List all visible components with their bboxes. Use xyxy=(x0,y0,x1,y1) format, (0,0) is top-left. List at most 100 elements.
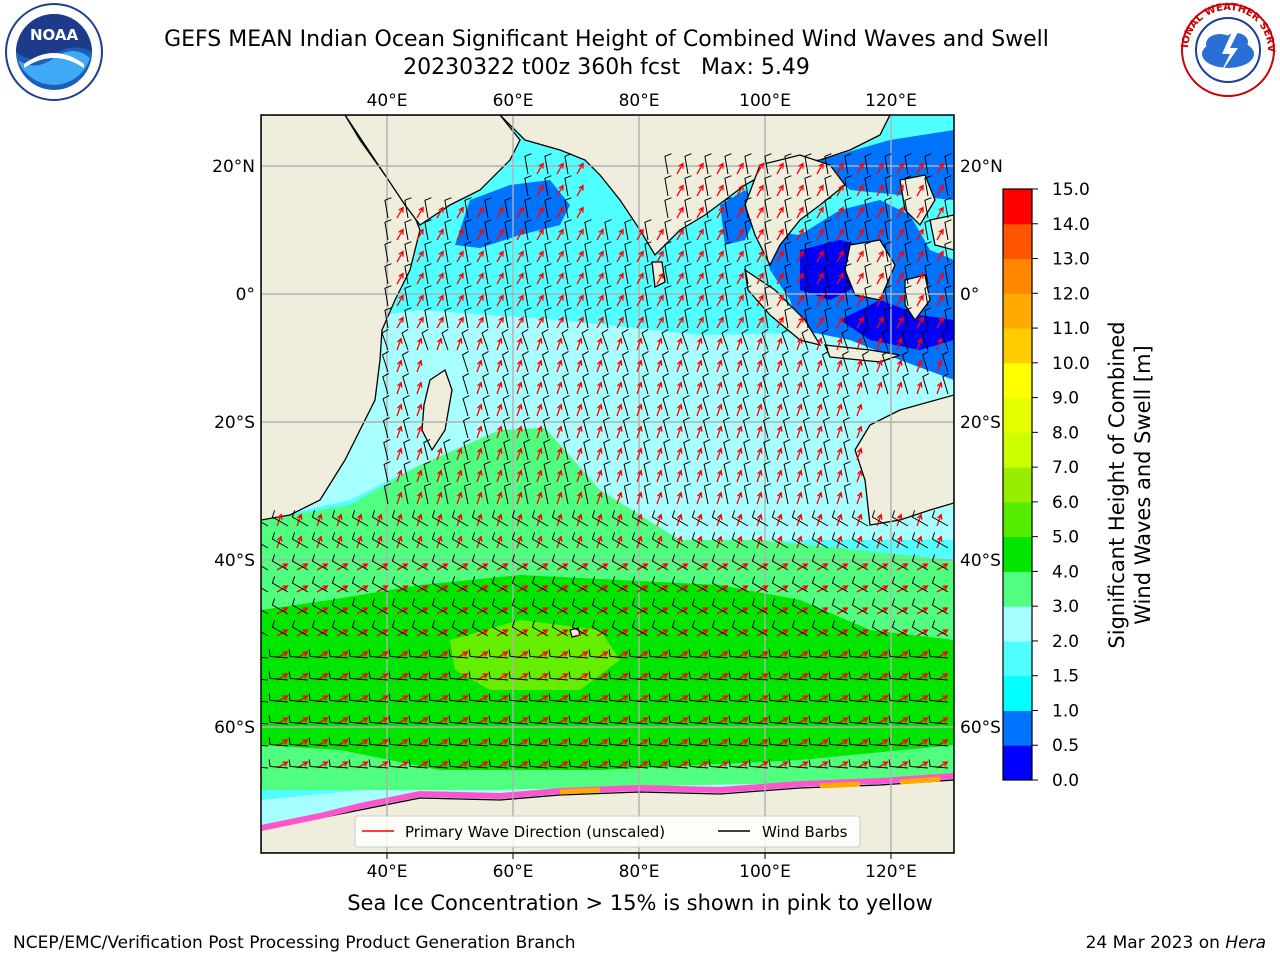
wind-barb xyxy=(391,510,409,527)
wave-direction-arrow xyxy=(836,162,844,175)
wind-barb xyxy=(724,307,732,329)
wave-direction-arrow xyxy=(416,250,424,263)
wind-barb xyxy=(763,461,771,483)
wave-direction-arrow xyxy=(896,250,904,263)
lon-label: 100°E xyxy=(739,862,791,882)
wind-barb xyxy=(724,175,732,197)
wind-barb xyxy=(644,263,652,285)
wind-barb xyxy=(371,554,389,571)
wave-direction-arrow xyxy=(856,250,864,263)
wind-barb xyxy=(391,576,409,593)
wave-direction-arrow xyxy=(516,403,523,417)
wind-barb xyxy=(508,649,529,659)
wind-barb xyxy=(443,483,452,505)
wind-barb xyxy=(428,649,449,659)
wave-direction-arrow xyxy=(936,359,943,373)
wind-barb xyxy=(268,671,289,681)
wind-barb xyxy=(268,759,289,769)
wave-direction-arrow xyxy=(476,491,483,505)
wind-barb xyxy=(724,197,732,219)
wind-barb xyxy=(481,328,489,351)
wind-barb xyxy=(423,439,431,461)
wave-direction-arrow xyxy=(957,630,967,636)
wind-barb xyxy=(271,532,289,549)
wave-direction-arrow xyxy=(476,359,483,373)
wind-barb xyxy=(391,532,409,549)
wind-barb xyxy=(764,153,772,175)
wind-barb xyxy=(731,532,749,549)
wave-direction-arrow xyxy=(416,469,423,483)
wind-barb xyxy=(463,461,471,483)
wave-direction-arrow xyxy=(536,469,543,483)
wind-barb xyxy=(571,510,589,527)
wind-barb xyxy=(701,328,709,351)
wind-barb xyxy=(544,153,552,175)
wave-direction-arrow xyxy=(836,381,843,395)
wind-barb xyxy=(444,219,452,241)
wave-direction-arrow xyxy=(536,206,544,219)
wave-direction-arrow xyxy=(816,359,823,373)
wave-direction-arrow xyxy=(816,294,824,307)
wind-barb xyxy=(328,693,349,703)
wind-barb xyxy=(444,241,452,263)
wind-barb xyxy=(704,219,712,241)
wind-barb xyxy=(581,350,589,373)
colorbar-tick-label: 11.0 xyxy=(1052,319,1090,339)
wind-barb xyxy=(742,394,750,417)
wind-barb xyxy=(711,554,729,571)
wind-barb xyxy=(781,350,789,373)
wind-barb xyxy=(491,576,509,593)
wave-direction-arrow xyxy=(957,674,967,680)
wave-direction-arrow xyxy=(876,206,884,219)
wind-barb xyxy=(942,372,950,395)
wind-barb xyxy=(288,715,309,725)
wave-direction-arrow xyxy=(896,381,903,395)
wind-barb xyxy=(891,576,909,593)
lon-label: 60°E xyxy=(493,862,534,882)
wind-barb xyxy=(731,510,749,527)
wind-barb xyxy=(551,576,569,593)
wind-barb xyxy=(261,766,269,769)
wave-direction-arrow xyxy=(856,316,864,329)
wave-direction-arrow xyxy=(436,337,443,351)
wave-direction-arrow xyxy=(496,294,504,307)
wave-direction-arrow xyxy=(856,425,863,439)
wind-barb xyxy=(381,328,389,351)
wave-direction-arrow xyxy=(576,403,583,417)
wind-barb xyxy=(311,620,329,637)
wave-direction-arrow xyxy=(436,206,444,219)
wind-barb xyxy=(504,307,512,329)
wind-barb xyxy=(583,483,592,505)
wave-direction-arrow xyxy=(856,206,864,219)
wind-barb xyxy=(808,715,829,725)
wave-direction-arrow xyxy=(796,337,803,351)
wind-barb xyxy=(444,197,452,219)
wind-barb xyxy=(528,693,549,703)
lon-label: 120°E xyxy=(865,91,917,111)
wind-barb xyxy=(464,307,472,329)
wave-direction-arrow xyxy=(856,184,864,197)
wave-direction-arrow xyxy=(957,696,967,702)
wind-barb xyxy=(261,543,269,549)
wind-barb xyxy=(801,328,809,351)
wave-direction-arrow xyxy=(756,250,764,263)
wave-direction-arrow xyxy=(916,316,924,329)
wave-direction-arrow xyxy=(756,403,763,417)
wave-direction-arrow xyxy=(676,381,683,395)
wave-direction-arrow xyxy=(756,162,764,175)
wind-barb xyxy=(704,285,712,307)
wave-direction-arrow xyxy=(776,250,784,263)
wind-barb xyxy=(463,483,472,505)
wind-barb xyxy=(631,554,649,571)
wind-barb xyxy=(751,532,769,549)
wind-barb xyxy=(524,263,532,285)
wind-barb xyxy=(928,649,949,659)
wind-barb xyxy=(802,417,810,439)
wave-direction-arrow xyxy=(396,272,404,285)
generation-date-text: 24 Mar 2023 on xyxy=(1085,933,1220,953)
wind-barb xyxy=(731,554,749,571)
wind-barb xyxy=(808,693,829,703)
wave-direction-arrow xyxy=(736,403,743,417)
wave-direction-arrow xyxy=(656,272,664,285)
wind-barb xyxy=(348,759,369,769)
